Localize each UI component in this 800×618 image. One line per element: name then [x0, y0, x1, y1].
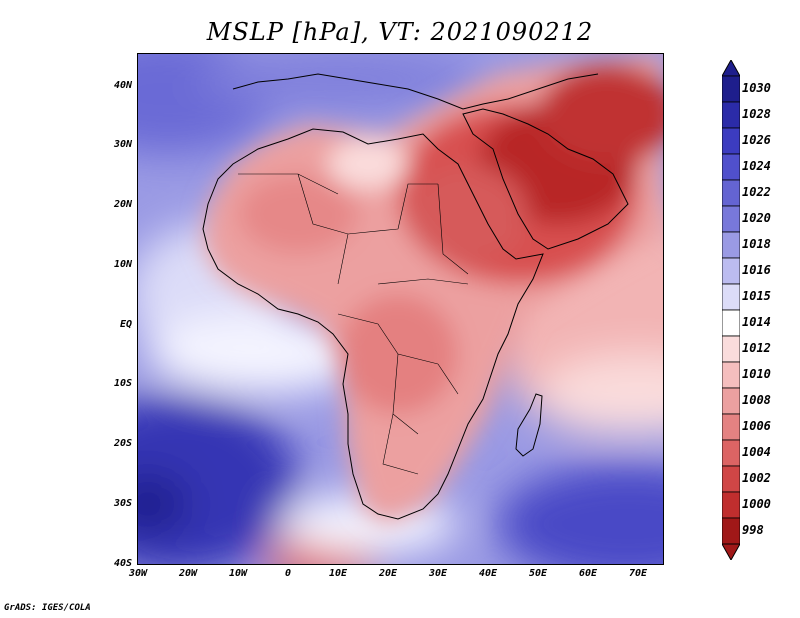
- colorbar-label: 1002: [742, 471, 771, 485]
- pressure-field: [138, 54, 663, 564]
- colorbar-swatch: [722, 465, 740, 493]
- lon-label-30e: 30E: [428, 568, 448, 579]
- colorbar-label: 1006: [742, 419, 771, 433]
- colorbar-label: 1012: [742, 341, 771, 355]
- colorbar-swatch: [722, 387, 740, 415]
- colorbar: [722, 60, 740, 560]
- lon-label-30w: 30W: [128, 568, 148, 579]
- colorbar-label: 1018: [742, 237, 771, 251]
- colorbar-swatch: [722, 439, 740, 467]
- colorbar-label: 1000: [742, 497, 771, 511]
- lat-label-20s: 20S: [113, 438, 132, 449]
- colorbar-label: 1030: [742, 81, 771, 95]
- lon-label-20e: 20E: [378, 568, 398, 579]
- colorbar-label: 1016: [742, 263, 771, 277]
- lat-label-10n: 10N: [113, 259, 132, 270]
- colorbar-label: 1028: [742, 107, 771, 121]
- lon-label-50e: 50E: [528, 568, 548, 579]
- lat-label-20n: 20N: [113, 199, 132, 210]
- lon-label-10w: 10W: [228, 568, 248, 579]
- lat-label-10s: 10S: [113, 378, 132, 389]
- lon-label-10e: 10E: [328, 568, 348, 579]
- colorbar-label: 1015: [742, 289, 771, 303]
- colorbar-swatch: [722, 517, 740, 545]
- credit-text: GrADS: IGES/COLA: [4, 603, 91, 613]
- africa-coastline: [202, 128, 544, 520]
- arabia-coastline: [462, 108, 629, 250]
- lat-label-eq: EQ: [119, 319, 132, 330]
- colorbar-label: 1008: [742, 393, 771, 407]
- colorbar-swatch: [722, 335, 740, 363]
- colorbar-label: 1022: [742, 185, 771, 199]
- lon-label-60e: 60E: [578, 568, 598, 579]
- colorbar-label: 1020: [742, 211, 771, 225]
- colorbar-swatches: [722, 75, 740, 545]
- colorbar-top-arrow: [722, 60, 740, 77]
- colorbar-swatch: [722, 491, 740, 519]
- colorbar-swatch: [722, 257, 740, 285]
- lat-label-40n: 40N: [113, 80, 132, 91]
- colorbar-label: 1024: [742, 159, 771, 173]
- madagascar-outline: [515, 393, 543, 457]
- colorbar-swatch: [722, 179, 740, 207]
- colorbar-swatch: [722, 153, 740, 181]
- lat-label-30n: 30N: [113, 139, 132, 150]
- lon-label-20w: 20W: [178, 568, 198, 579]
- lon-label-70e: 70E: [628, 568, 648, 579]
- colorbar-swatch: [722, 101, 740, 129]
- colorbar-swatch: [722, 127, 740, 155]
- colorbar-swatch: [722, 309, 740, 337]
- colorbar-swatch: [722, 231, 740, 259]
- colorbar-swatch: [722, 205, 740, 233]
- map-title: MSLP [hPa], VT: 2021090212: [206, 18, 594, 46]
- colorbar-label: 1004: [742, 445, 771, 459]
- colorbar-swatch: [722, 361, 740, 389]
- country-borders: [238, 173, 469, 475]
- lat-label-30s: 30S: [113, 498, 132, 509]
- colorbar-bottom-arrow: [722, 543, 740, 560]
- lon-label-40e: 40E: [478, 568, 498, 579]
- colorbar-label: 998: [742, 523, 764, 537]
- colorbar-label: 1026: [742, 133, 771, 147]
- mediterranean-coastline: [232, 73, 599, 110]
- colorbar-swatch: [722, 283, 740, 311]
- colorbar-swatch: [722, 413, 740, 441]
- colorbar-label: 1010: [742, 367, 771, 381]
- pressure-map: [137, 53, 664, 565]
- lat-label-40s: 40S: [113, 558, 132, 569]
- colorbar-label: 1014: [742, 315, 771, 329]
- colorbar-swatch: [722, 75, 740, 103]
- lon-label-0: 0: [284, 568, 292, 579]
